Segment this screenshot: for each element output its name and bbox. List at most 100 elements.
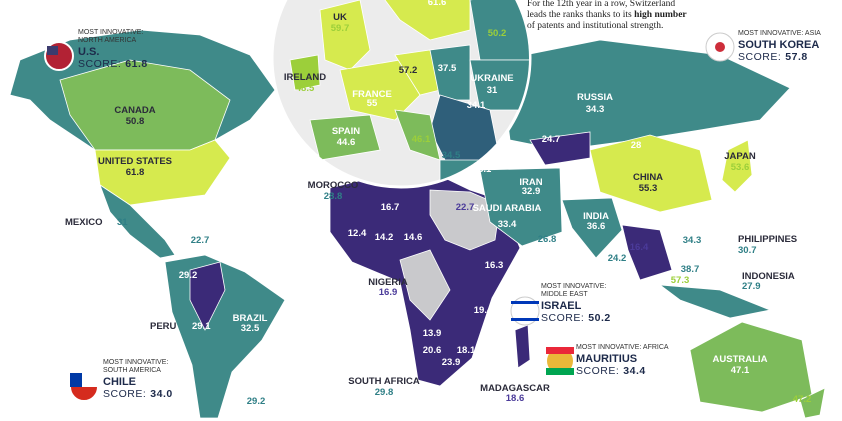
score-value: 50.2 [588,312,610,324]
callout-kicker: MOST INNOVATIVE: [78,29,143,36]
country-score: 47.1 [731,365,750,376]
country-score: 38.1 [473,164,492,175]
country-score: 36.6 [587,221,606,232]
country-score: 29.8 [375,387,394,398]
score-value: 34.0 [150,388,172,400]
country-name: BRAZIL [233,313,268,324]
country-name: INDIA [583,211,609,222]
note: For the 12th year in a row, Switzerland … [527,0,687,31]
flags [44,32,735,402]
country-name: CANADA [114,105,155,116]
country-score: 22.7 [456,202,475,213]
country-score: 34.5 [442,150,461,161]
country-score: 34.3 [586,104,605,115]
callout-kicker: MIDDLE EAST [541,291,588,298]
country-name: SPAIN [332,126,360,137]
country-score: 18.6 [506,393,525,404]
country-score: 57.2 [399,65,418,76]
country-name: SOUTH AFRICA [348,376,420,387]
country-name: AUSTRALIA [713,354,768,365]
score-prefix: SCORE: [541,312,584,324]
callout-country: SOUTH KOREA [738,39,819,51]
country-score: 32.9 [522,186,541,197]
country-name: PERU [150,321,177,332]
callout-score: SCORE: 57.8 [738,51,808,63]
country-score: 26.8 [538,234,557,245]
country-score: 50.2 [488,28,507,39]
country-score: 61.8 [126,167,145,178]
land [9,29,826,419]
score-prefix: SCORE: [576,365,619,377]
country-score: 37.5 [438,63,457,74]
score-value: 34.4 [623,365,645,377]
country-name: PHILIPPINES [738,234,797,245]
country-name: IRELAND [284,72,326,83]
callout-score: SCORE: 34.4 [576,365,646,377]
country-score: 30.7 [738,245,757,256]
country-name: MOROCCO [308,180,359,191]
country-score: 16.3 [485,260,504,271]
country-score: 55 [367,98,378,109]
note-line: of patents and institutional strength. [527,20,663,31]
callout-score: SCORE: 34.0 [103,388,173,400]
country-score: 29.2 [247,396,266,407]
country-name: FRANCE [352,89,392,100]
country-score: 16.4 [630,242,649,253]
country-name: IRAN [519,177,542,188]
country-score: 22.7 [191,235,210,246]
country-name: CHINA [633,172,663,183]
country-score: 33.4 [498,219,517,230]
country-score: 59.7 [331,23,350,34]
country-score: 44.6 [337,137,356,148]
country-name: NIGERIA [368,277,408,288]
score-value: 57.8 [785,51,807,63]
country-score: 27.9 [742,281,761,292]
country-name: MEXICO [65,217,102,228]
country-score: 38.7 [681,264,700,275]
country-score: 48.5 [296,83,315,94]
callout-country: U.S. [78,46,99,58]
note-line: For the 12th year in a row, Switzerland [527,0,675,9]
country-name: RUSSIA [577,92,613,103]
country-score: 31 [487,85,498,96]
callout-kicker: MOST INNOVATIVE: ASIA [738,30,821,37]
score-prefix: SCORE: [103,388,146,400]
country-score: 14.2 [375,232,394,243]
country-score: 20.6 [423,345,442,356]
country-score: 53.6 [731,162,750,173]
country-score: 50.8 [126,116,145,127]
callout-kicker: SOUTH AMERICA [103,367,161,374]
callout-kicker: MOST INNOVATIVE: [541,283,606,290]
country-name: UNITED STATES [98,156,172,167]
country-name: SAUDI ARABIA [473,203,542,214]
score-prefix: SCORE: [78,58,121,70]
callout-kicker: MOST INNOVATIVE: [103,359,168,366]
country-name: UKRAINE [470,73,513,84]
callout-score: SCORE: 50.2 [541,312,611,324]
country-score: 16.9 [379,287,398,298]
country-name: INDONESIA [742,271,795,282]
country-name: UK [333,12,347,23]
callout-country: MAURITIUS [576,353,637,365]
country-score: 12.4 [348,228,367,239]
country-score: 29.1 [192,321,211,332]
country-score: 46.1 [412,134,431,145]
country-score: 55.3 [639,183,658,194]
country-score: 34.3 [683,235,702,246]
callout-country: CHILE [103,376,136,388]
country-score: 23.9 [442,357,461,368]
callout-country: ISRAEL [541,300,582,312]
country-name: JAPAN [724,151,756,162]
country-score: 24.7 [542,134,561,145]
country-name: MADAGASCAR [480,383,550,394]
country-score: 34.1 [467,100,486,111]
callout-kicker: NORTH AMERICA [78,37,137,44]
callout-score: SCORE: 61.8 [78,58,148,70]
country-score: 57.3 [671,275,690,286]
country-score: 28 [631,140,642,151]
country-score: 18.1 [457,345,476,356]
country-score: 31 [117,217,128,228]
